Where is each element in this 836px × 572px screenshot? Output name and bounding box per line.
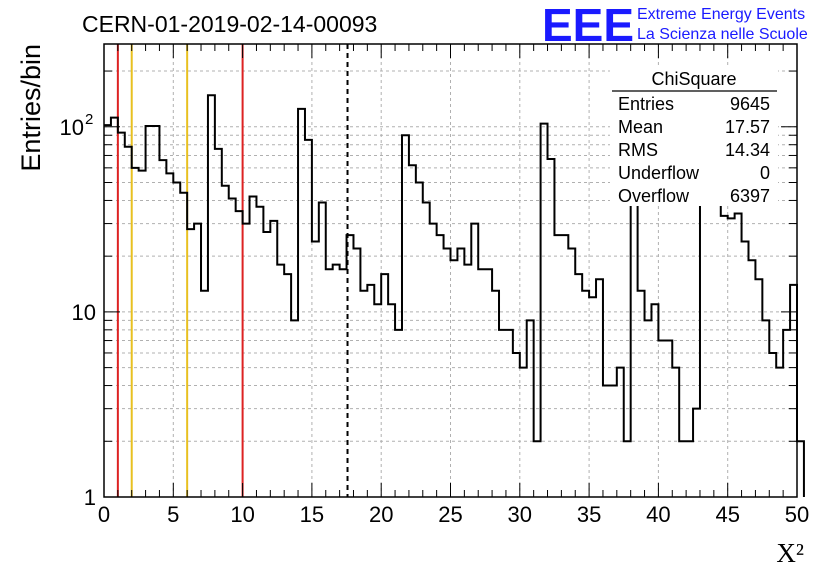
stats-value: 17.57	[725, 117, 770, 137]
x-tick-label: 25	[438, 502, 462, 527]
y-tick-label: 10	[60, 115, 84, 140]
stats-box: ChiSquare Entries 9645 Mean 17.57 RMS 14.34 Un…	[610, 66, 778, 206]
y-axis-label: Entries/bin	[16, 44, 46, 172]
x-axis-label: X²	[776, 538, 804, 568]
chart-title: CERN-01-2019-02-14-00093	[82, 11, 377, 37]
histogram-outline	[104, 94, 805, 497]
x-tick-label: 15	[300, 502, 324, 527]
x-tick-label: 0	[98, 502, 110, 527]
x-tick-label: 20	[369, 502, 393, 527]
x-tick-label: 50	[785, 502, 809, 527]
stats-value: 9645	[730, 94, 770, 114]
x-tick-label: 45	[715, 502, 739, 527]
x-tick-labels: 0 5 10 15 20 25 30 35 40 45 50	[98, 502, 809, 527]
x-tick-label: 5	[167, 502, 179, 527]
y-tick-label-exponent: 2	[85, 111, 93, 128]
reference-lines	[116, 44, 349, 497]
x-tick-label: 35	[577, 502, 601, 527]
logo-mark: EEE	[542, 0, 634, 51]
eee-logo: EEE Extreme Energy Events La Scienza nel…	[542, 0, 808, 51]
logo-line-2: La Scienza nelle Scuole	[637, 26, 808, 43]
x-tick-label: 40	[646, 502, 670, 527]
stats-title: ChiSquare	[651, 69, 736, 89]
axis-ticks	[103, 44, 798, 498]
stats-value: 14.34	[725, 140, 770, 160]
stats-label: Mean	[618, 117, 663, 137]
histogram-bars	[104, 94, 805, 497]
x-tick-label: 10	[230, 502, 254, 527]
x-tick-label: 30	[508, 502, 532, 527]
stats-value: 6397	[730, 186, 770, 206]
stats-label: RMS	[618, 140, 658, 160]
stats-label: Overflow	[618, 186, 690, 206]
stats-rows: Entries 9645 Mean 17.57 RMS 14.34 Underflow 0 Ov…	[618, 94, 770, 206]
y-tick-label: 10	[72, 300, 96, 325]
stats-box-background	[610, 66, 778, 206]
stats-label: Entries	[618, 94, 674, 114]
stats-label: Underflow	[618, 163, 700, 183]
y-tick-label: 1	[84, 485, 96, 510]
logo-line-1: Extreme Energy Events	[637, 6, 805, 23]
stats-value: 0	[760, 163, 770, 183]
